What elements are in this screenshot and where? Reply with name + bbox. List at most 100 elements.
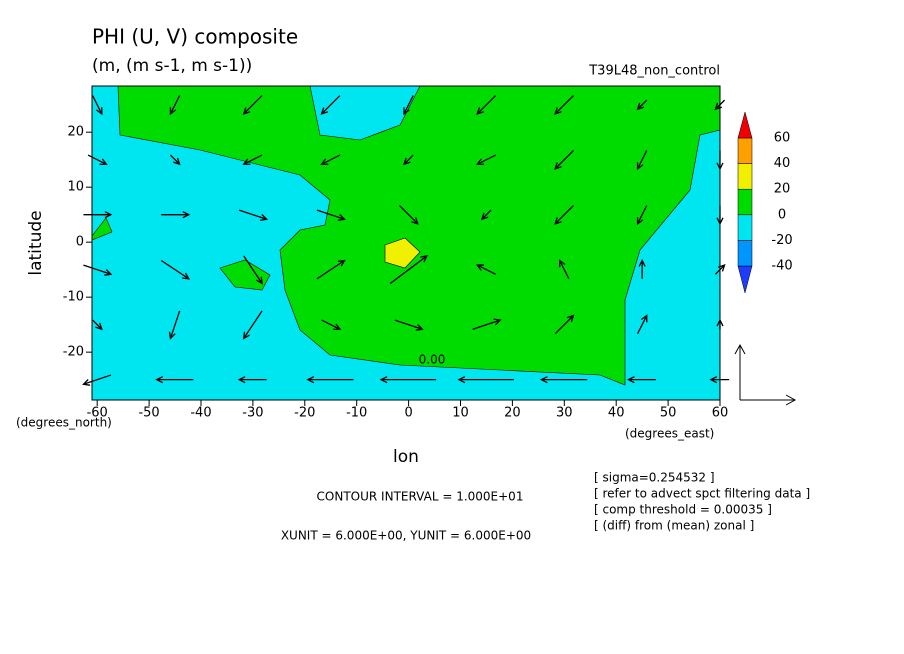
wind-vector [83, 211, 113, 219]
wind-vector [402, 154, 414, 166]
x-tick-label: -30 [242, 406, 263, 421]
wind-vector [554, 314, 575, 335]
wind-vector [83, 264, 113, 276]
wind-vector [168, 310, 181, 340]
filled-region [117, 85, 721, 386]
colorbar-segment [737, 240, 753, 267]
plot-frame [91, 85, 721, 401]
wind-vector [457, 376, 514, 384]
x-tick-label: 20 [504, 406, 521, 421]
y-axis-label: latitude [26, 210, 46, 275]
wind-vector [243, 255, 263, 285]
wind-vector [237, 376, 267, 384]
colorbar-label: -40 [771, 259, 792, 274]
reference-arrow [734, 343, 797, 406]
colorbar-segment [737, 163, 753, 190]
info-line: [ refer to advect spct filtering data ] [594, 487, 810, 501]
wind-vector [242, 154, 263, 165]
colorbar-arrow [737, 111, 753, 139]
wind-vector [92, 95, 103, 116]
filled-region [219, 259, 271, 291]
wind-vector [472, 318, 502, 330]
x-tick-label: 40 [608, 406, 625, 421]
wind-vector [389, 255, 429, 284]
wind-vector [316, 259, 346, 280]
reference-vector [734, 343, 797, 406]
chart-subtitle: (m, (m s-1, m s-1)) [92, 56, 252, 76]
wind-vector [242, 310, 263, 340]
y-tick-label: 10 [67, 180, 84, 195]
x-tick-label: 50 [660, 406, 677, 421]
colorbar-segment [737, 137, 753, 164]
filled-region [384, 237, 421, 269]
colorbar-segment [737, 214, 753, 241]
wind-vector [155, 376, 194, 384]
x-tick-label: -10 [346, 406, 367, 421]
y-tick-label: 20 [67, 125, 84, 140]
wind-vector [554, 205, 574, 225]
wind-vector [636, 99, 648, 111]
chart-title: PHI (U, V) composite [92, 25, 298, 49]
colorbar-label: 20 [774, 182, 791, 197]
wind-vector [559, 259, 570, 280]
wind-vector [320, 95, 341, 115]
x-tick-label: 30 [556, 406, 573, 421]
colorbar-label: 40 [774, 156, 791, 171]
wind-vector [321, 319, 342, 330]
plot-area [91, 85, 721, 400]
wind-vector [626, 376, 656, 384]
wind-vector [87, 154, 108, 165]
contour-interval: CONTOUR INTERVAL = 1.000E+01 [317, 490, 524, 504]
wind-vector [636, 314, 648, 335]
wind-vector [169, 154, 181, 166]
y-unit-label: (degrees_north) [16, 416, 112, 430]
wind-vector [475, 154, 496, 165]
info-line: [ comp threshold = 0.00035 ] [594, 503, 772, 517]
wind-vector [238, 209, 269, 221]
wind-vector [554, 150, 574, 170]
wind-vector [476, 95, 497, 115]
x-axis-label: lon [393, 447, 419, 467]
y-tick-label: -10 [63, 290, 84, 305]
colorbar-arrow [737, 265, 753, 294]
wind-vector [169, 95, 181, 116]
wind-vector [82, 374, 112, 386]
wind-vector [475, 264, 496, 275]
wind-vector [403, 95, 414, 116]
wind-vector [242, 95, 263, 115]
contour-label: 0.00 [419, 353, 446, 367]
y-tick-label: 0 [76, 235, 84, 250]
wind-vector [92, 319, 103, 331]
x-tick-label: 10 [452, 406, 469, 421]
colorbar-label: 60 [774, 131, 791, 146]
colorbar-label: 0 [778, 207, 786, 222]
x-tick-label: 0 [404, 406, 412, 421]
wind-vector [320, 154, 341, 165]
x-tick-label: -40 [190, 406, 211, 421]
x-tick-label: -60 [87, 406, 108, 421]
wind-vector [161, 211, 191, 219]
info-line: [ (diff) from (mean) zonal ] [594, 519, 754, 533]
wind-vector [394, 319, 424, 331]
run-label: T39L48_non_control [588, 64, 720, 79]
x-tick-label: 60 [712, 406, 729, 421]
vector-units: XUNIT = 6.000E+00, YUNIT = 6.000E+00 [281, 529, 531, 543]
wind-vector [306, 376, 354, 384]
wind-vector [636, 205, 648, 226]
wind-vector [638, 259, 646, 279]
wind-vector [554, 95, 574, 115]
x-tick-label: -50 [138, 406, 159, 421]
vector-field [82, 95, 730, 386]
wind-vector [636, 150, 648, 171]
info-line: [ sigma=0.254532 ] [594, 471, 715, 485]
x-tick-label: -20 [294, 406, 315, 421]
x-unit-label: (degrees_east) [625, 427, 714, 441]
y-tick-label: -20 [63, 345, 84, 360]
wind-vector [379, 376, 437, 384]
colorbar-label: -20 [771, 233, 792, 248]
wind-vector [398, 205, 419, 225]
wind-vector [160, 259, 191, 280]
wind-vector [316, 209, 346, 221]
